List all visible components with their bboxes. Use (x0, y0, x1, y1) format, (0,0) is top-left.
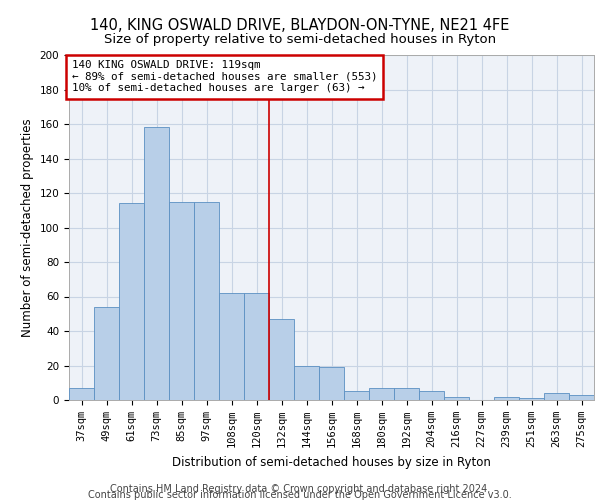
Bar (444, 396, 469, 400)
Bar (344, 392, 369, 400)
Bar (144, 128, 169, 400)
Bar (94, 307, 119, 400)
Text: 140, KING OSWALD DRIVE, BLAYDON-ON-TYNE, NE21 4FE: 140, KING OSWALD DRIVE, BLAYDON-ON-TYNE,… (91, 18, 509, 32)
Bar (494, 396, 519, 400)
Bar (269, 319, 294, 400)
Bar (119, 204, 144, 400)
Bar (244, 293, 269, 400)
Text: Contains public sector information licensed under the Open Government Licence v3: Contains public sector information licen… (88, 490, 512, 500)
Bar (369, 388, 394, 400)
Bar (169, 202, 194, 400)
Text: 140 KING OSWALD DRIVE: 119sqm
← 89% of semi-detached houses are smaller (553)
10: 140 KING OSWALD DRIVE: 119sqm ← 89% of s… (71, 60, 377, 94)
Bar (194, 202, 219, 400)
Bar (419, 392, 444, 400)
Bar (569, 395, 594, 400)
Y-axis label: Number of semi-detached properties: Number of semi-detached properties (21, 118, 34, 337)
Bar (319, 367, 344, 400)
Text: Size of property relative to semi-detached houses in Ryton: Size of property relative to semi-detach… (104, 32, 496, 46)
Bar (294, 366, 319, 400)
Bar (544, 393, 569, 400)
Bar (394, 388, 419, 400)
X-axis label: Distribution of semi-detached houses by size in Ryton: Distribution of semi-detached houses by … (172, 456, 491, 468)
Text: Contains HM Land Registry data © Crown copyright and database right 2024.: Contains HM Land Registry data © Crown c… (110, 484, 490, 494)
Bar (219, 293, 244, 400)
Bar (69, 388, 94, 400)
Bar (519, 398, 544, 400)
